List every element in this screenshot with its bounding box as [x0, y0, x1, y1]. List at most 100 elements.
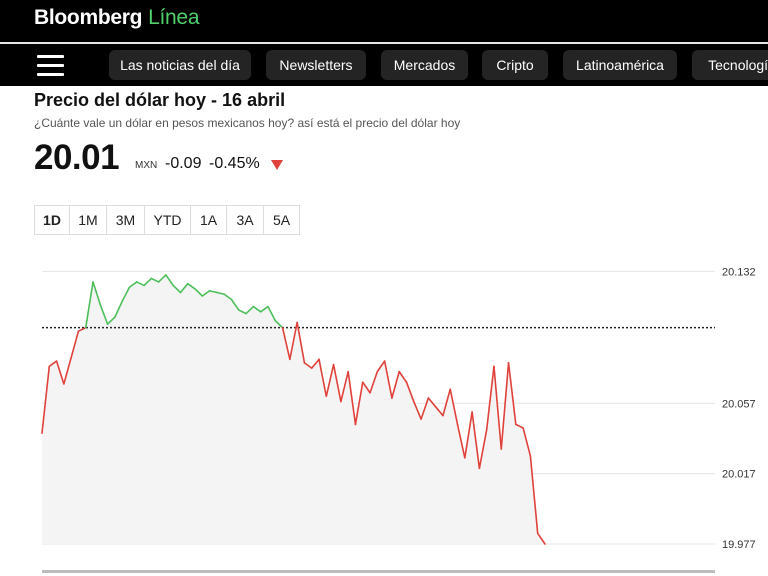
top-header-bar: Bloomberg Línea [0, 0, 768, 42]
chart-scrollbar[interactable] [42, 570, 715, 573]
brand-accent: Línea [148, 6, 200, 29]
line-segment [172, 284, 182, 294]
line-segment [194, 288, 204, 297]
page-subtitle: ¿Cuánte vale un dólar en pesos mexicanos… [34, 116, 461, 130]
line-segment [99, 304, 109, 325]
line-segment [201, 289, 211, 297]
line-segment [281, 326, 291, 361]
line-segment [135, 281, 145, 287]
line-segment [325, 363, 335, 398]
nav-item-noticias[interactable]: Las noticias del día [109, 50, 251, 80]
y-axis-labels: 20.132 20.057 20.017 19.977 [722, 266, 756, 551]
y-tick-label: 20.132 [722, 266, 756, 278]
line-segment [63, 356, 72, 385]
line-segment [252, 305, 262, 313]
line-segment [427, 397, 437, 408]
line-segment [121, 286, 131, 303]
range-3a[interactable]: 3A [227, 206, 264, 234]
line-segment [150, 277, 160, 283]
line-segment [114, 300, 123, 318]
line-segment [128, 281, 138, 289]
line-segment [143, 277, 153, 287]
line-segment [70, 330, 80, 359]
nav-bar: Las noticias del día Newsletters Mercado… [0, 44, 768, 86]
line-segment [464, 411, 473, 459]
chart-line [41, 274, 546, 545]
range-ytd[interactable]: YTD [145, 206, 191, 234]
line-segment [449, 388, 459, 426]
line-segment [471, 411, 481, 470]
line-segment [318, 358, 328, 398]
y-tick-label: 20.017 [722, 469, 756, 481]
line-segment [157, 274, 167, 283]
line-segment [434, 406, 444, 417]
nav-item-latinoamerica[interactable]: Latinoamérica [563, 50, 677, 80]
page-title: Precio del dólar hoy - 16 abril [34, 90, 286, 110]
line-segment [55, 360, 65, 385]
y-tick-label: 20.057 [722, 398, 756, 410]
line-segment [303, 362, 313, 369]
chart-area-fill [42, 274, 545, 544]
currency-label: MXN [135, 160, 158, 171]
line-segment [340, 370, 349, 403]
line-segment [310, 358, 320, 369]
line-segment [391, 370, 401, 399]
line-segment [48, 360, 58, 368]
line-segment [354, 381, 364, 426]
price-change-percent: -0.45% [209, 155, 260, 172]
price-chart[interactable]: 20.132 20.057 20.017 19.977 [0, 235, 768, 576]
line-segment [259, 305, 269, 313]
line-segment [405, 381, 415, 403]
line-segment [369, 370, 379, 394]
line-segment [420, 397, 430, 420]
down-triangle-icon [271, 160, 283, 170]
line-segment [442, 388, 452, 417]
line-segment [274, 319, 284, 329]
price-value: 20.01 [34, 138, 120, 177]
line-segment [92, 281, 102, 306]
nav-item-newsletters[interactable]: Newsletters [266, 50, 366, 80]
nav-item-tecnologia[interactable]: Tecnología [692, 50, 768, 80]
line-segment [493, 365, 503, 450]
price-change: -0.09 [165, 155, 202, 172]
line-segment [536, 532, 546, 545]
range-1m[interactable]: 1M [70, 206, 107, 234]
range-1a[interactable]: 1A [191, 206, 227, 234]
line-segment [84, 281, 94, 329]
line-segment [347, 370, 357, 426]
line-segment [456, 423, 466, 459]
line-segment [289, 321, 298, 361]
time-range-selector: 1D 1M 3M YTD 1A 3A 5A [34, 205, 300, 235]
line-segment [223, 293, 233, 301]
y-tick-label: 19.977 [722, 539, 756, 551]
line-segment [41, 365, 51, 434]
line-segment [529, 455, 539, 535]
nav-item-cripto[interactable]: Cripto [482, 50, 548, 80]
header-divider [0, 42, 768, 44]
line-segment [296, 321, 306, 364]
line-segment [398, 370, 408, 383]
nav-item-mercados[interactable]: Mercados [381, 50, 468, 80]
line-segment [500, 362, 510, 450]
range-3m[interactable]: 3M [107, 206, 145, 234]
line-segment [515, 423, 524, 429]
range-1d[interactable]: 1D [35, 206, 70, 234]
line-segment [507, 362, 517, 426]
line-segment [216, 291, 226, 296]
line-segment [230, 298, 240, 311]
line-segment [106, 316, 116, 325]
line-segment [245, 305, 255, 315]
line-segment [165, 274, 175, 287]
range-5a[interactable]: 5A [272, 212, 291, 228]
line-segment [522, 427, 532, 457]
brand-name: Bloomberg [34, 6, 143, 29]
line-segment [412, 400, 422, 420]
line-segment [179, 282, 189, 294]
line-segment [478, 428, 488, 470]
hamburger-menu-icon[interactable] [37, 55, 64, 76]
line-segment [208, 289, 218, 294]
line-segment [186, 282, 196, 290]
brand-logo[interactable]: Bloomberg Línea [34, 6, 200, 30]
line-segment [77, 326, 87, 332]
line-segment [383, 360, 393, 399]
